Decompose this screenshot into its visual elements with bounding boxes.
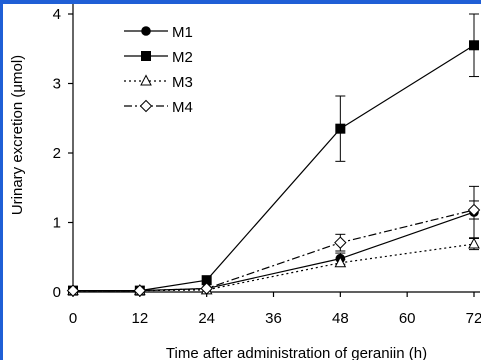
x-tick-label: 24 [198, 310, 215, 327]
x-tick-label: 60 [399, 310, 416, 327]
series-layer [66, 13, 481, 297]
y-tick-label: 3 [53, 76, 61, 93]
data-point-m3 [334, 256, 347, 268]
data-point-m2 [201, 275, 212, 286]
series-line-m4 [73, 209, 475, 292]
legend-label-m4: M4 [172, 99, 193, 116]
legend-marker-m4 [139, 99, 153, 113]
y-tick-label: 2 [53, 145, 61, 162]
data-point-m2 [335, 123, 346, 134]
legend-label-m2: M2 [172, 49, 193, 66]
x-tick-label: 48 [332, 310, 349, 327]
y-tick-label: 1 [53, 215, 61, 232]
x-axis-label: Time after administration of geraniin (h… [166, 345, 427, 360]
data-point-m4 [467, 203, 481, 217]
legend: M1 M2 M3 M4 [124, 24, 193, 116]
y-axis-label: Urinary excretion (μmol) [9, 55, 26, 215]
legend-marker-m2 [141, 51, 151, 61]
data-point-m4 [200, 282, 213, 295]
series-line-m3 [73, 243, 475, 292]
legend-marker-m3 [140, 74, 152, 86]
data-point-m2 [469, 40, 479, 51]
legend-label-m3: M3 [172, 74, 193, 91]
data-point-m4 [133, 284, 147, 297]
legend-label-m1: M1 [172, 24, 193, 41]
x-tick-label: 36 [265, 310, 282, 327]
series-line-m1 [73, 211, 475, 292]
x-tick-label: 12 [131, 310, 148, 327]
y-tick-label: 4 [53, 6, 61, 23]
x-tick-label: 72 [466, 310, 481, 327]
series-line-m2 [73, 44, 475, 292]
axes [68, 4, 480, 297]
y-tick-label: 0 [53, 284, 61, 301]
x-tick-label: 0 [69, 310, 77, 327]
data-point-m3 [468, 237, 480, 249]
data-point-m4 [66, 284, 80, 297]
legend-marker-m1 [141, 26, 151, 36]
data-point-m4 [334, 236, 347, 249]
